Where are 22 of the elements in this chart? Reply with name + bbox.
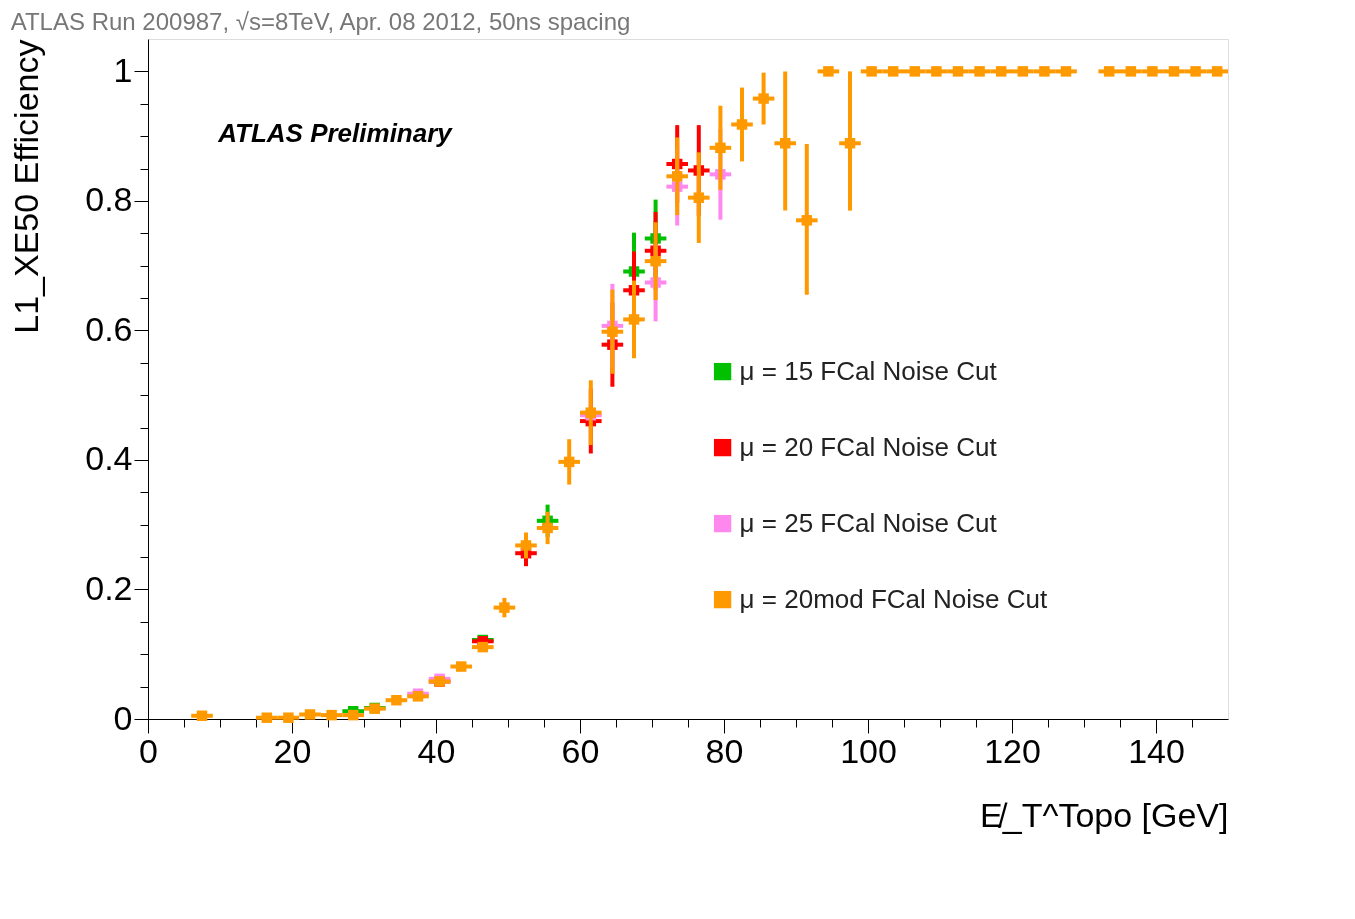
y-tick-label: 1 (113, 50, 133, 89)
annotation: ATLAS Preliminary (217, 118, 454, 149)
legend-label: μ = 20 FCal Noise Cut (739, 431, 998, 462)
y-axis-title: L1_XE50 Efficiency (7, 39, 46, 334)
x-tick-label: 20 (273, 731, 312, 770)
legend-label: μ = 15 FCal Noise Cut (739, 355, 998, 386)
chart-title: ATLAS Run 200987, √s=8TeV, Apr. 08 2012, 50ns spacing (10, 8, 631, 35)
x-tick-label: 120 (984, 731, 1041, 770)
x-tick-label: 40 (417, 731, 456, 770)
y-tick-label: 0.2 (85, 568, 133, 607)
y-tick-label: 0.8 (85, 180, 133, 219)
x-tick-label: 0 (139, 731, 158, 770)
x-axis-title: E̸_T^Topo [GeV] (980, 795, 1229, 834)
y-tick-label: 0 (113, 698, 133, 737)
y-tick-label: 0.4 (85, 439, 133, 478)
x-tick-label: 100 (840, 731, 897, 770)
x-tick-label: 140 (1128, 731, 1185, 770)
legend-label: μ = 25 FCal Noise Cut (739, 507, 998, 538)
x-tick-label: 60 (561, 731, 600, 770)
x-tick-label: 80 (705, 731, 744, 770)
legend-label: μ = 20mod FCal Noise Cut (739, 583, 1048, 614)
y-tick-label: 0.6 (85, 309, 133, 348)
